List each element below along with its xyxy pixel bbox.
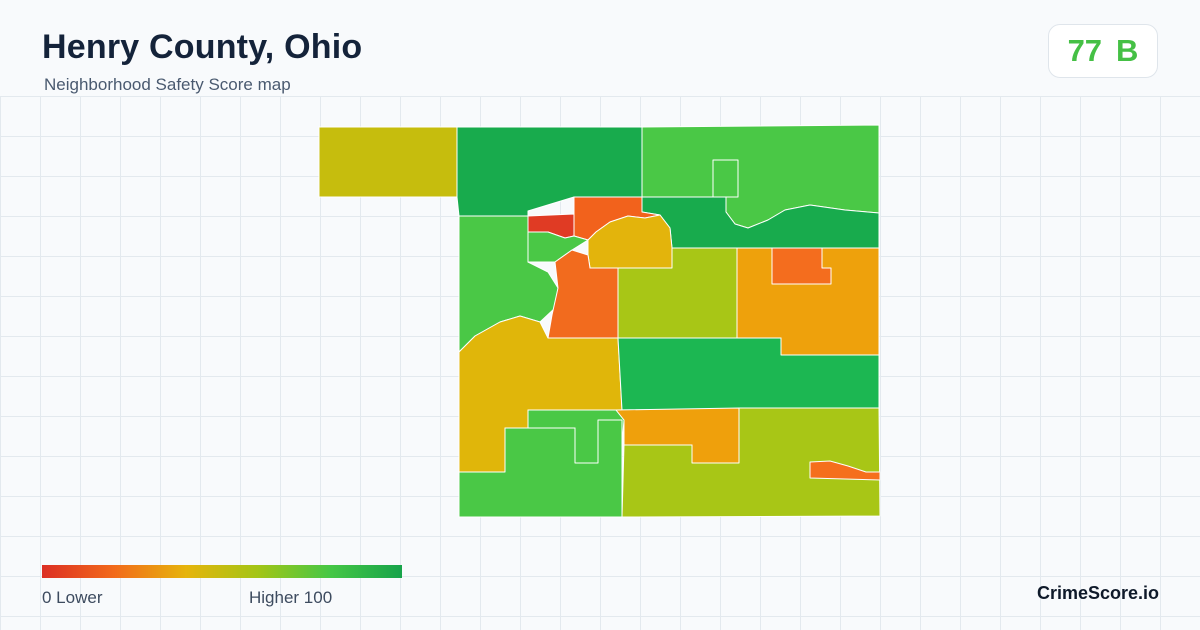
- score-value: 77: [1067, 33, 1103, 68]
- region-northeast-small-block[interactable]: [712, 159, 739, 198]
- region-east-orange-pocket[interactable]: [771, 247, 832, 285]
- brand-logo-text: CrimeScore.io: [1037, 583, 1160, 603]
- legend-min-label: 0 Lower: [42, 588, 103, 607]
- score-grade: B: [1116, 33, 1139, 68]
- region-southeast-orange-strip[interactable]: [809, 460, 881, 481]
- region-northwest-detached[interactable]: [318, 126, 458, 198]
- region-southwest-green[interactable]: [458, 419, 623, 518]
- page-subtitle: Neighborhood Safety Score map: [44, 75, 291, 94]
- page-title: Henry County, Ohio: [42, 28, 363, 66]
- safety-score-badge: 77 B: [1048, 24, 1158, 78]
- region-southeast-yellowgreen[interactable]: [621, 407, 881, 518]
- legend-max-label: Higher 100: [249, 588, 333, 607]
- header: [0, 0, 1200, 96]
- legend-color-scale: [42, 565, 402, 578]
